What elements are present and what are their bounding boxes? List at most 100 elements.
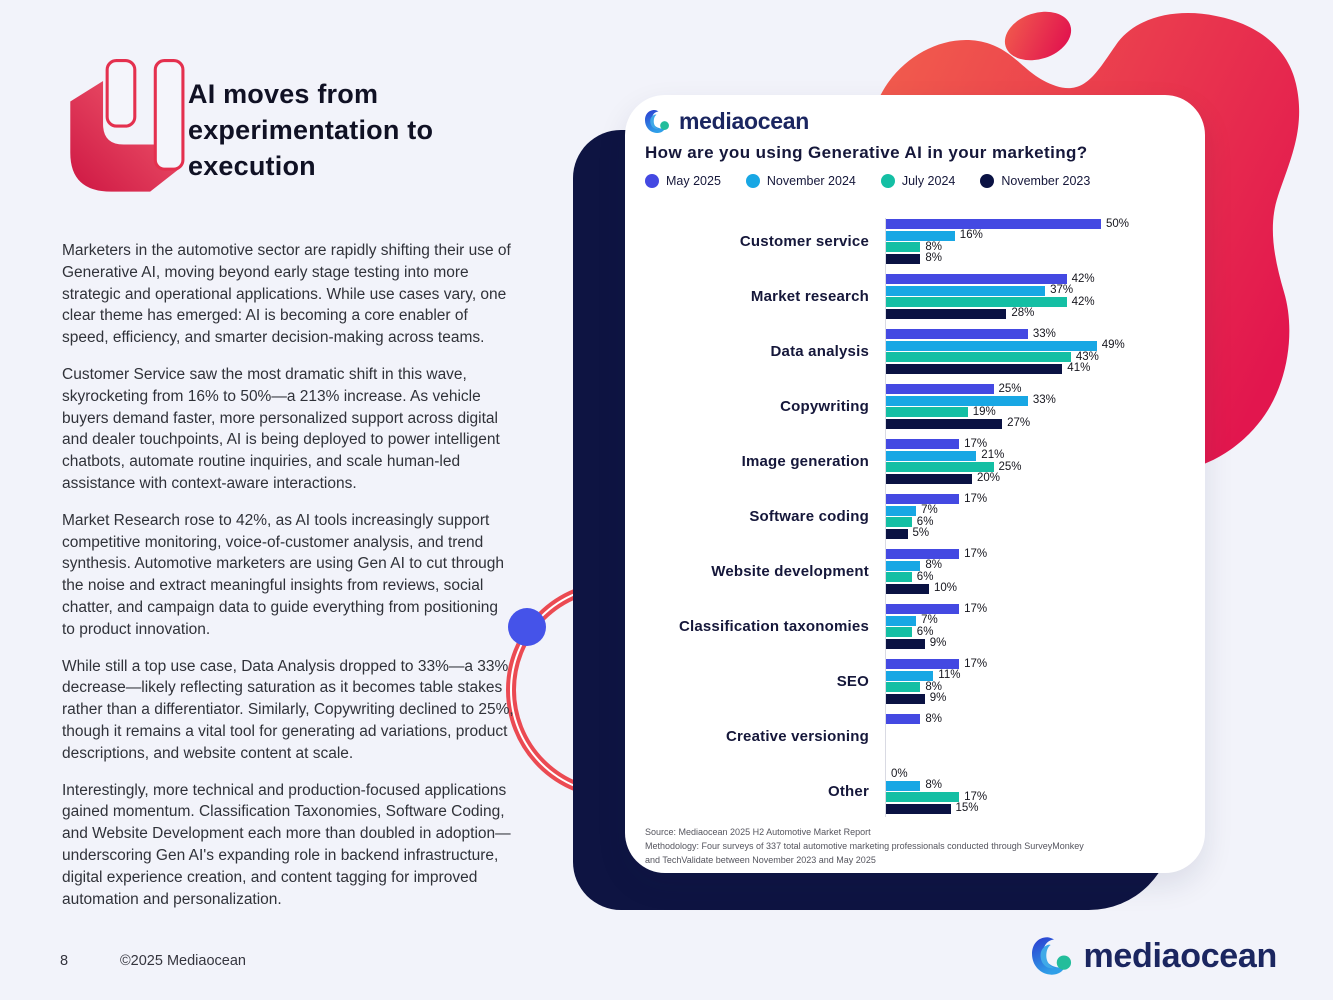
bar-line: 33% <box>886 395 1186 407</box>
bar-july-2024 <box>886 242 921 253</box>
chart-category-row: Market research 42% 37% 42% 28% <box>645 269 1191 324</box>
bar-may-2025 <box>886 329 1028 340</box>
bar-line: 25% <box>886 383 1186 396</box>
source-line: Source: Mediaocean 2025 H2 Automotive Ma… <box>645 827 871 837</box>
source-line: and TechValidate between November 2023 a… <box>645 855 876 865</box>
bar-november-2023 <box>886 583 929 594</box>
paragraph: While still a top use case, Data Analysi… <box>62 657 514 762</box>
bar-line: 17% <box>886 438 1186 451</box>
bar-line: 28% <box>886 308 1186 320</box>
legend-color-dot <box>980 174 995 188</box>
bar-november-2024 <box>886 615 917 626</box>
bar-july-2024 <box>886 792 960 803</box>
bar-line: 21% <box>886 450 1186 462</box>
chart-source-note: Source: Mediaocean 2025 H2 Automotive Ma… <box>645 825 1084 867</box>
copyright-text: ©2025 Mediaocean <box>120 953 246 969</box>
paragraph: Marketers in the automotive sector are r… <box>62 242 511 347</box>
bar-november-2024 <box>886 560 921 571</box>
bar-line: 8% <box>886 253 1186 265</box>
chart-category-row: Other 0% 8% 17% 15% <box>645 764 1191 819</box>
section-number-4-graphic <box>70 59 185 192</box>
article-text: Marketers in the automotive sector are r… <box>62 240 514 925</box>
bar-may-2025 <box>886 549 960 560</box>
bar-value-label: 19% <box>969 406 999 418</box>
bar-line: 17% <box>886 658 1186 671</box>
bar-line: 8% <box>886 560 1186 572</box>
bar-july-2024 <box>886 627 912 638</box>
legend-item: May 2025 <box>645 174 721 188</box>
bar-may-2025 <box>886 494 960 505</box>
chart-category-row: Image generation 17% 21% 25% 20% <box>645 434 1191 489</box>
bar-may-2025 <box>886 384 994 395</box>
bar-value-label: 9% <box>926 693 950 705</box>
paragraph: Interestingly, more technical and produc… <box>62 781 511 908</box>
bar-november-2023 <box>886 418 1003 429</box>
category-bars: 17% 7% 6% 9% <box>886 603 1186 650</box>
category-bars: 42% 37% 42% 28% <box>886 273 1186 320</box>
bar-value-label: 43% <box>1072 351 1102 363</box>
bar-value-label: 9% <box>926 638 950 650</box>
mediaocean-logo-text: mediaocean <box>679 108 809 134</box>
bar-line: 20% <box>886 473 1186 485</box>
bar-value-label: 50% <box>1103 218 1133 230</box>
bar-line: 9% <box>886 638 1186 650</box>
category-bars: 50% 16% 8% 8% <box>886 218 1186 265</box>
bar-value-label: 7% <box>918 505 941 517</box>
category-bars: 8% <box>886 713 1186 760</box>
bar-may-2025 <box>886 219 1101 230</box>
bar-line: 27% <box>886 418 1186 430</box>
bar-value-label: 17% <box>961 548 991 560</box>
mediaocean-wave-icon <box>645 110 669 133</box>
category-label: Creative versioning <box>725 728 869 745</box>
bar-line: 6% <box>886 626 1186 639</box>
bar-line: 19% <box>886 406 1186 419</box>
bar-value-label: 6% <box>913 516 937 528</box>
bar-may-2025 <box>886 714 921 725</box>
bar-line: 9% <box>886 693 1186 705</box>
bar-line: 17% <box>886 493 1186 506</box>
bar-value-label: 17% <box>961 791 991 803</box>
bar-value-label: 8% <box>922 713 946 725</box>
bar-value-label: 20% <box>974 473 1004 485</box>
bar-november-2024 <box>886 450 977 461</box>
bar-line: 0% <box>886 768 1186 781</box>
bar-july-2024 <box>886 517 912 528</box>
category-label: Classification taxonomies <box>678 618 869 635</box>
category-label: Copywriting <box>780 398 869 415</box>
bar-line: 8% <box>886 241 1186 254</box>
category-label: Website development <box>711 563 869 580</box>
blue-dot <box>508 608 546 646</box>
bar-value-label: 8% <box>922 780 946 792</box>
chart-card: mediaocean How are you using Generative … <box>625 95 1205 873</box>
category-bars: 0% 8% 17% 15% <box>886 768 1186 815</box>
legend-label: May 2025 <box>666 174 721 188</box>
bar-line: 16% <box>886 230 1186 242</box>
category-label: Market research <box>750 288 869 305</box>
chart-legend: May 2025 November 2024 July 2024 November 2… <box>645 174 1090 188</box>
bar-line: 17% <box>886 791 1186 804</box>
bar-value-label: 6% <box>913 571 937 583</box>
bar-line: 7% <box>886 505 1186 517</box>
chart-category-row: Website development 17% 8% 6% 10% <box>645 544 1191 599</box>
bar-november-2023 <box>886 693 925 704</box>
bar-november-2024 <box>886 285 1046 296</box>
bar-value-label: 15% <box>952 803 982 815</box>
bar-line: 6% <box>886 571 1186 584</box>
legend-color-dot <box>745 174 760 188</box>
category-label: Other <box>827 783 869 800</box>
bar-value-label: 5% <box>909 528 933 540</box>
mediaocean-logo-text: mediaocean <box>1083 936 1277 975</box>
chart-category-row: Software coding 17% 7% 6% 5% <box>645 489 1191 544</box>
bar-line: 50% <box>886 218 1186 231</box>
bar-november-2023 <box>886 363 1063 374</box>
bar-november-2024 <box>886 505 917 516</box>
category-bars: 17% 11% 8% 9% <box>886 658 1186 705</box>
bar-line: 17% <box>886 548 1186 561</box>
bar-value-label: 8% <box>922 241 946 253</box>
chart-rows: Customer service 50% 16% 8% 8% Market researc… <box>645 214 1191 819</box>
bar-november-2023 <box>886 253 921 264</box>
bar-line: 7% <box>886 615 1186 627</box>
bar-value-label: 11% <box>935 670 964 682</box>
paragraph: Customer Service saw the most dramatic s… <box>62 365 500 492</box>
category-label: Customer service <box>739 233 869 250</box>
